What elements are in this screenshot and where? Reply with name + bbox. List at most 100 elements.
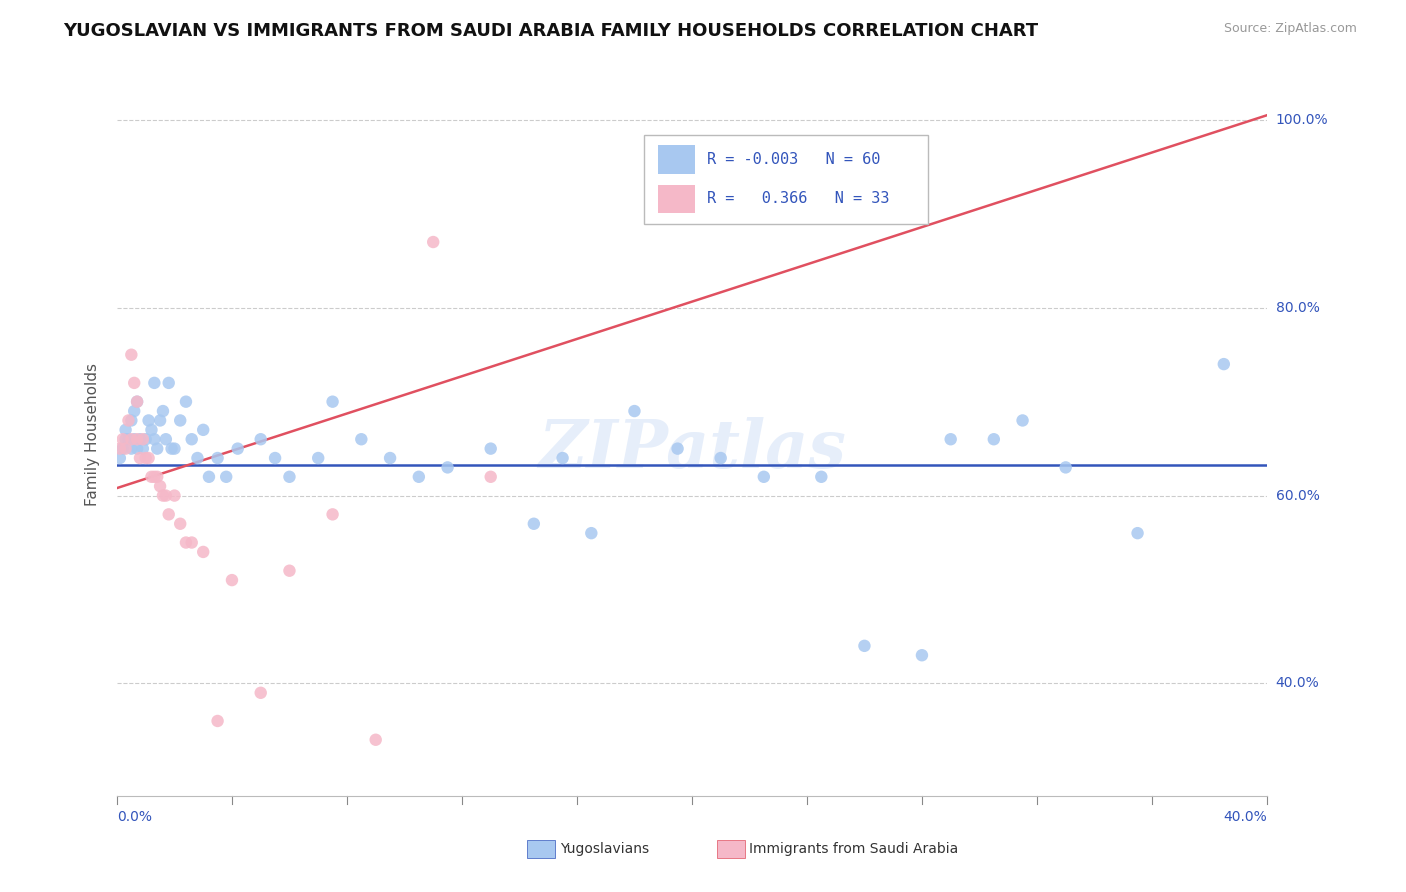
Point [135, 432, 157, 446]
Point [710, 450, 733, 465]
Point [160, 442, 183, 456]
Point [132, 432, 155, 446]
Point [155, 489, 177, 503]
Point [157, 376, 180, 390]
Text: R = -0.003   N = 60: R = -0.003 N = 60 [707, 152, 880, 167]
Point [108, 450, 131, 465]
Point [138, 413, 160, 427]
Point [141, 423, 163, 437]
Text: 40.0%: 40.0% [1223, 810, 1267, 824]
Point [146, 470, 169, 484]
Text: Yugoslavians: Yugoslavians [560, 842, 648, 856]
Point [322, 394, 344, 409]
Text: 60.0%: 60.0% [1275, 489, 1319, 502]
Text: YUGOSLAVIAN VS IMMIGRANTS FROM SAUDI ARABIA FAMILY HOUSEHOLDS CORRELATION CHART: YUGOSLAVIAN VS IMMIGRANTS FROM SAUDI ARA… [63, 22, 1039, 40]
Point [207, 714, 229, 728]
Point [138, 450, 160, 465]
Point [127, 442, 149, 456]
Point [307, 450, 329, 465]
Point [436, 460, 458, 475]
Point [163, 489, 186, 503]
Point [122, 376, 145, 390]
Point [215, 470, 238, 484]
Point [1054, 460, 1077, 475]
Point [157, 508, 180, 522]
Point [193, 423, 215, 437]
Text: 100.0%: 100.0% [1275, 113, 1329, 127]
Point [120, 432, 142, 446]
Point [120, 348, 142, 362]
Point [264, 450, 287, 465]
Point [278, 564, 301, 578]
Point [122, 404, 145, 418]
Point [122, 432, 145, 446]
Text: 0.0%: 0.0% [117, 810, 152, 824]
Point [108, 442, 131, 456]
Point [911, 648, 934, 663]
Point [146, 442, 169, 456]
Point [111, 442, 134, 456]
Point [198, 470, 221, 484]
Point [479, 442, 502, 456]
Point [111, 432, 134, 446]
Point [174, 394, 197, 409]
Point [143, 432, 166, 446]
Point [127, 394, 149, 409]
Point [143, 470, 166, 484]
Point [149, 413, 172, 427]
Point [221, 573, 243, 587]
Point [180, 535, 202, 549]
Point [193, 545, 215, 559]
Point [163, 442, 186, 456]
Point [132, 442, 155, 456]
Point [623, 404, 645, 418]
Point [810, 470, 832, 484]
Point [322, 508, 344, 522]
Point [422, 235, 444, 249]
Point [581, 526, 603, 541]
Text: Source: ZipAtlas.com: Source: ZipAtlas.com [1223, 22, 1357, 36]
Point [278, 470, 301, 484]
Text: 80.0%: 80.0% [1275, 301, 1319, 315]
Point [141, 470, 163, 484]
Point [120, 442, 142, 456]
Text: Immigrants from Saudi Arabia: Immigrants from Saudi Arabia [749, 842, 959, 856]
Point [174, 535, 197, 549]
Point [152, 489, 174, 503]
Point [1212, 357, 1234, 371]
Point [127, 394, 149, 409]
Point [114, 442, 136, 456]
Point [129, 450, 152, 465]
Point [479, 470, 502, 484]
Point [180, 432, 202, 446]
Point [135, 450, 157, 465]
Point [127, 432, 149, 446]
Point [117, 432, 139, 446]
Point [117, 413, 139, 427]
Point [523, 516, 546, 531]
Point [114, 432, 136, 446]
Point [114, 423, 136, 437]
Point [249, 686, 271, 700]
Point [129, 432, 152, 446]
Point [551, 450, 574, 465]
Point [155, 432, 177, 446]
Point [169, 413, 191, 427]
Point [207, 450, 229, 465]
Point [120, 413, 142, 427]
Point [1011, 413, 1033, 427]
Point [152, 404, 174, 418]
Point [149, 479, 172, 493]
Text: R =   0.366   N = 33: R = 0.366 N = 33 [707, 191, 889, 206]
Text: ZIPatlas: ZIPatlas [538, 417, 846, 482]
Point [249, 432, 271, 446]
Point [752, 470, 775, 484]
Point [186, 450, 208, 465]
Point [666, 442, 689, 456]
Point [364, 732, 387, 747]
Y-axis label: Family Households: Family Households [86, 363, 100, 506]
Point [378, 450, 401, 465]
Point [939, 432, 962, 446]
Point [226, 442, 249, 456]
Point [853, 639, 876, 653]
